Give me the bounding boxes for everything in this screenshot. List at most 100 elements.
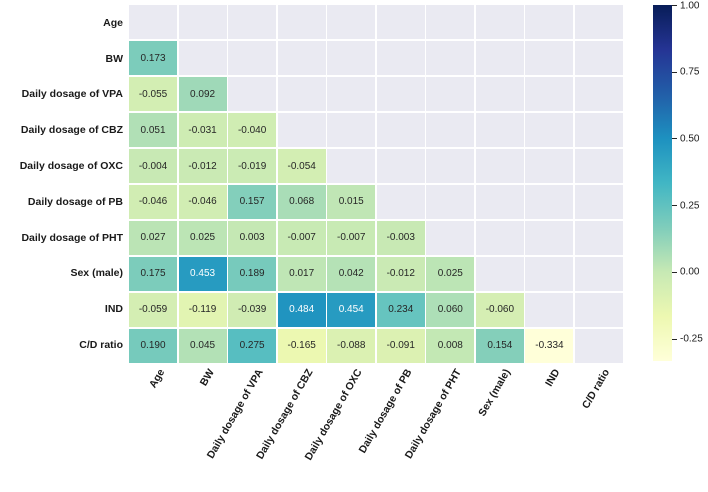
heatmap-cell: -0.059 bbox=[129, 292, 178, 328]
heatmap-cell: -0.004 bbox=[129, 148, 178, 184]
masked-cell bbox=[574, 76, 623, 112]
masked-cell bbox=[426, 148, 475, 184]
heatmap-cell: 0.008 bbox=[426, 328, 475, 363]
y-axis-label: C/D ratio bbox=[79, 339, 123, 352]
heatmap-cell: 0.154 bbox=[475, 328, 524, 363]
x-axis-label: BW bbox=[197, 367, 217, 389]
masked-cell bbox=[426, 184, 475, 220]
colorbar-tick bbox=[672, 205, 677, 207]
masked-cell bbox=[228, 5, 277, 40]
x-axis-label: Daily dosage of OXC bbox=[302, 367, 365, 463]
masked-cell bbox=[525, 256, 574, 292]
x-axis-label: Age bbox=[146, 367, 168, 391]
heatmap-cell: -0.003 bbox=[376, 220, 425, 256]
masked-cell bbox=[525, 148, 574, 184]
masked-cell bbox=[475, 148, 524, 184]
heatmap-cell: -0.054 bbox=[277, 148, 326, 184]
masked-cell bbox=[475, 256, 524, 292]
heatmap-cell: 0.275 bbox=[228, 328, 277, 363]
heatmap-cell: -0.165 bbox=[277, 328, 326, 363]
masked-cell bbox=[475, 184, 524, 220]
y-axis-label: Age bbox=[103, 16, 123, 29]
y-axis-label: Daily dosage of PB bbox=[27, 195, 123, 208]
x-axis-label: Daily dosage of PHT bbox=[402, 367, 464, 461]
heatmap-cell: 0.484 bbox=[277, 292, 326, 328]
masked-cell bbox=[525, 112, 574, 148]
colorbar-tick bbox=[672, 5, 677, 6]
masked-cell bbox=[574, 112, 623, 148]
masked-cell bbox=[475, 76, 524, 112]
colorbar-tick-label: 0.50 bbox=[680, 133, 700, 145]
masked-cell bbox=[525, 5, 574, 40]
heatmap-cell: 0.454 bbox=[327, 292, 376, 328]
masked-cell bbox=[574, 328, 623, 363]
heatmap-cell: 0.173 bbox=[129, 40, 178, 76]
colorbar-tick-label: 0.25 bbox=[680, 200, 700, 212]
masked-cell bbox=[475, 220, 524, 256]
masked-cell bbox=[178, 5, 227, 40]
masked-cell bbox=[277, 76, 326, 112]
colorbar-tick-label: 0.00 bbox=[680, 266, 700, 278]
masked-cell bbox=[178, 40, 227, 76]
masked-cell bbox=[327, 40, 376, 76]
masked-cell bbox=[475, 5, 524, 40]
y-axis-label: Sex (male) bbox=[70, 267, 123, 280]
masked-cell bbox=[574, 40, 623, 76]
x-axis-label: Daily dosage of CBZ bbox=[253, 367, 316, 462]
heatmap-cell: 0.189 bbox=[228, 256, 277, 292]
masked-cell bbox=[574, 292, 623, 328]
heatmap-cell: 0.003 bbox=[228, 220, 277, 256]
masked-cell bbox=[475, 112, 524, 148]
masked-cell bbox=[277, 40, 326, 76]
masked-cell bbox=[228, 40, 277, 76]
masked-cell bbox=[277, 5, 326, 40]
masked-cell bbox=[574, 5, 623, 40]
masked-cell bbox=[327, 76, 376, 112]
masked-cell bbox=[129, 5, 178, 40]
y-axis-labels: Age BW Daily dosage of VPA Daily dosage of … bbox=[0, 0, 123, 363]
masked-cell bbox=[376, 76, 425, 112]
heatmap-cell: -0.012 bbox=[376, 256, 425, 292]
heatmap-cell: 0.092 bbox=[178, 76, 227, 112]
colorbar-tick bbox=[672, 71, 677, 73]
y-axis-label: IND bbox=[104, 303, 123, 316]
heatmap-cell: -0.091 bbox=[376, 328, 425, 363]
masked-cell bbox=[327, 148, 376, 184]
heatmap-cell: 0.060 bbox=[426, 292, 475, 328]
heatmap-cell: 0.027 bbox=[129, 220, 178, 256]
y-axis-label: Daily dosage of VPA bbox=[21, 88, 123, 101]
heatmap-cell: -0.046 bbox=[129, 184, 178, 220]
heatmap-cell: -0.007 bbox=[327, 220, 376, 256]
masked-cell bbox=[426, 220, 475, 256]
x-axis-label: Sex (male) bbox=[476, 367, 513, 419]
heatmap-cell: 0.015 bbox=[327, 184, 376, 220]
heatmap-cell: 0.190 bbox=[129, 328, 178, 363]
masked-cell bbox=[426, 40, 475, 76]
heatmap-cell: 0.025 bbox=[178, 220, 227, 256]
correlation-heatmap: 0.173 -0.055 0.092 0.051 -0.031 -0.040 -0.004-… bbox=[129, 5, 623, 363]
heatmap-cell: -0.060 bbox=[475, 292, 524, 328]
heatmap-cell: -0.039 bbox=[228, 292, 277, 328]
heatmap-cell: 0.068 bbox=[277, 184, 326, 220]
y-axis-label: Daily dosage of OXC bbox=[19, 160, 123, 173]
y-axis-label: Daily dosage of CBZ bbox=[20, 124, 123, 137]
heatmap-cell: 0.175 bbox=[129, 256, 178, 292]
masked-cell bbox=[475, 40, 524, 76]
masked-cell bbox=[525, 292, 574, 328]
colorbar: 1.00 0.75 0.50 0.25 0.00 -0.25 bbox=[653, 0, 703, 361]
colorbar-tick-label: 1.00 bbox=[680, 0, 700, 11]
x-axis-label: Daily dosage of VPA bbox=[204, 367, 266, 461]
masked-cell bbox=[376, 5, 425, 40]
x-axis-label: C/D ratio bbox=[579, 367, 612, 411]
colorbar-tick bbox=[672, 338, 677, 340]
masked-cell bbox=[376, 40, 425, 76]
masked-cell bbox=[574, 220, 623, 256]
x-axis-label: Daily dosage of PB bbox=[356, 367, 415, 456]
heatmap-cell: 0.234 bbox=[376, 292, 425, 328]
colorbar-tick-label: 0.75 bbox=[680, 66, 700, 78]
heatmap-cell: -0.019 bbox=[228, 148, 277, 184]
y-axis-label: Daily dosage of PHT bbox=[21, 231, 123, 244]
masked-cell bbox=[376, 184, 425, 220]
masked-cell bbox=[376, 112, 425, 148]
masked-cell bbox=[525, 184, 574, 220]
